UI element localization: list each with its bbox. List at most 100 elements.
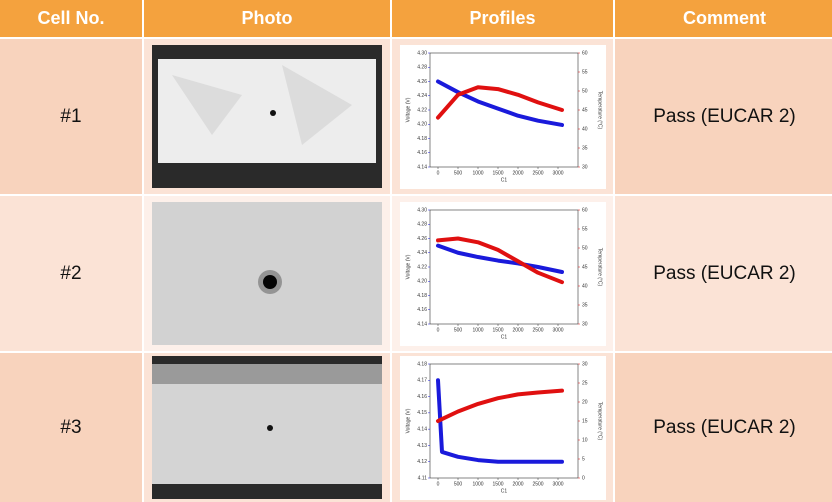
data-line: [435, 84, 564, 120]
x-tick-label: 1000: [472, 481, 483, 487]
y-tick-label: 4.14: [417, 321, 427, 327]
cell-number: #1: [0, 39, 142, 194]
y2-tick-label: 15: [582, 418, 588, 424]
y-tick-label: 4.14: [417, 164, 427, 170]
y2-tick-label: 0: [582, 475, 585, 481]
y-tick-label: 4.16: [417, 393, 427, 399]
x-tick-label: 0: [436, 481, 439, 487]
data-line: [435, 236, 564, 284]
profile-chart: 0 500 1000 1500 2000 2500 3000 4.14 4.16 4.18 4.20…: [399, 44, 606, 189]
profile-cell: 0 500 1000 1500 2000 2500 3000 4.14 4.16 4.18 4.20…: [392, 196, 613, 351]
y2-tick-label: 40: [582, 283, 588, 289]
x-tick-label: 1500: [492, 327, 503, 333]
cell-number: #2: [0, 196, 142, 351]
y2-tick-label: 55: [582, 226, 588, 232]
y-tick-label: 4.12: [417, 459, 427, 465]
y-tick-label: 4.24: [417, 93, 427, 99]
photo: [152, 356, 382, 499]
y-tick-label: 4.17: [417, 377, 427, 383]
x-tick-label: 1000: [472, 327, 483, 333]
header-cell: Photo: [144, 0, 390, 37]
y2-tick-label: 45: [582, 264, 588, 270]
x-axis-label: C1: [500, 488, 507, 494]
y-tick-label: 4.16: [417, 307, 427, 313]
header-cell: Comment: [615, 0, 832, 37]
x-tick-label: 1000: [472, 170, 483, 176]
comment: Pass (EUCAR 2): [615, 39, 832, 194]
data-line: [435, 377, 564, 464]
x-tick-label: 500: [453, 327, 462, 333]
data-line: [435, 79, 564, 127]
x-tick-label: 2500: [532, 327, 543, 333]
y-tick-label: 4.18: [417, 361, 427, 367]
y2-tick-label: 60: [582, 207, 588, 213]
x-tick-label: 2000: [512, 327, 523, 333]
photo-cell: [144, 196, 390, 351]
chart-bg: [399, 355, 606, 500]
y2-tick-label: 40: [582, 126, 588, 132]
photo: [152, 45, 382, 188]
y-tick-label: 4.30: [417, 207, 427, 213]
y2-axis-label: Temperature (°C): [596, 401, 602, 440]
y-tick-label: 4.30: [417, 50, 427, 56]
profile-chart: 0 500 1000 1500 2000 2500 3000 4.11 4.12 4.13 4.14…: [399, 355, 606, 500]
y-tick-label: 4.14: [417, 426, 427, 432]
y-tick-label: 4.22: [417, 107, 427, 113]
photo: [152, 202, 382, 345]
y2-tick-label: 55: [582, 69, 588, 75]
y2-tick-label: 20: [582, 399, 588, 405]
y2-tick-label: 35: [582, 302, 588, 308]
y-tick-label: 4.13: [417, 442, 427, 448]
x-tick-label: 500: [453, 170, 462, 176]
y-tick-label: 4.20: [417, 278, 427, 284]
y-tick-label: 4.28: [417, 221, 427, 227]
y2-tick-label: 60: [582, 50, 588, 56]
x-tick-label: 1500: [492, 170, 503, 176]
x-tick-label: 0: [436, 327, 439, 333]
x-tick-label: 1500: [492, 481, 503, 487]
y-tick-label: 4.24: [417, 250, 427, 256]
y2-tick-label: 30: [582, 361, 588, 367]
y-tick-label: 4.26: [417, 235, 427, 241]
x-tick-label: 2500: [532, 170, 543, 176]
y-tick-label: 4.22: [417, 264, 427, 270]
y2-tick-label: 50: [582, 88, 588, 94]
y2-tick-label: 10: [582, 437, 588, 443]
x-axis-label: C1: [500, 334, 507, 340]
x-tick-label: 0: [436, 170, 439, 176]
y2-axis-label: Temperature (°C): [596, 247, 602, 286]
x-axis-label: C1: [500, 177, 507, 183]
y-tick-label: 4.11: [417, 475, 427, 481]
y2-tick-label: 50: [582, 245, 588, 251]
y-axis-label: Voltage (V): [405, 97, 411, 122]
x-tick-label: 2000: [512, 481, 523, 487]
y2-tick-label: 35: [582, 145, 588, 151]
y-axis-label: Voltage (V): [405, 408, 411, 433]
x-tick-label: 3000: [552, 327, 563, 333]
x-tick-label: 3000: [552, 481, 563, 487]
x-tick-label: 2500: [532, 481, 543, 487]
header-cell: Profiles: [392, 0, 613, 37]
y-tick-label: 4.18: [417, 292, 427, 298]
chart-bg: [399, 201, 606, 346]
x-tick-label: 500: [453, 481, 462, 487]
y2-tick-label: 30: [582, 164, 588, 170]
y-axis-label: Voltage (V): [405, 254, 411, 279]
y-tick-label: 4.28: [417, 64, 427, 70]
photo-cell: [144, 353, 390, 502]
chart-bg: [399, 44, 606, 189]
comment: Pass (EUCAR 2): [615, 196, 832, 351]
y-tick-label: 4.15: [417, 410, 427, 416]
header-cell: Cell No.: [0, 0, 142, 37]
cell-number: #3: [0, 353, 142, 502]
y2-axis-label: Temperature (°C): [596, 90, 602, 129]
x-tick-label: 3000: [552, 170, 563, 176]
y2-tick-label: 5: [582, 456, 585, 462]
y2-tick-label: 45: [582, 107, 588, 113]
data-line: [435, 388, 564, 423]
y2-tick-label: 25: [582, 380, 588, 386]
x-tick-label: 2000: [512, 170, 523, 176]
data-line: [435, 243, 564, 274]
y2-tick-label: 30: [582, 321, 588, 327]
